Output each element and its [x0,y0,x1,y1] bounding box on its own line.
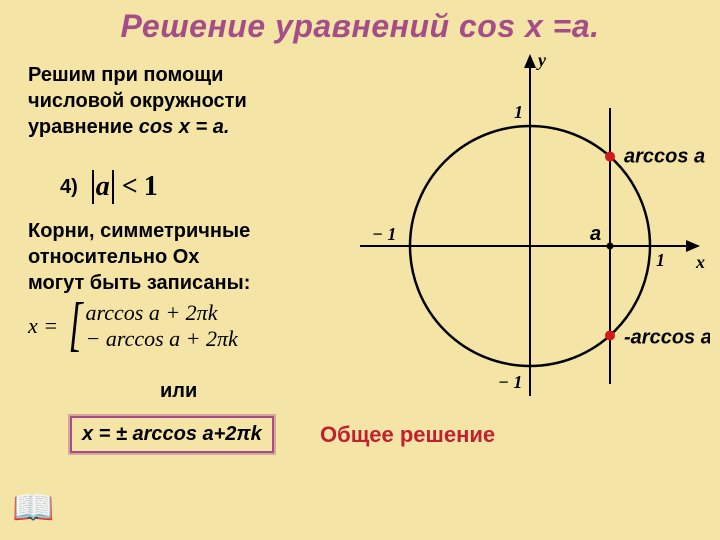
svg-text:x: x [695,252,705,272]
svg-text:1: 1 [514,102,523,122]
intro-line2: числовой окружности [28,90,247,112]
abs-bar-right [112,170,114,204]
svg-text:1: 1 [656,250,665,270]
unit-circle-diagram: x y 1 − 1 1 − 1 а arccos a -arccos a [350,46,710,406]
intro-line1: Решим при помощи [28,64,223,86]
svg-text:y: y [536,50,547,70]
abs-bar-left [92,170,94,204]
svg-text:− 1: − 1 [372,224,396,244]
svg-text:arccos a: arccos a [624,146,705,168]
bracket: [ [69,299,83,349]
intro-line3-em: соs x = a. [139,116,230,138]
roots-line3: могут быть записаны: [28,272,250,294]
slide: Решение уравнений соs x =a. Решим при по… [0,0,720,540]
case-4: 4) a < 1 [60,170,158,204]
intro-text: Решим при помощи числовой окружности ура… [28,62,247,140]
book-icon: 📖 [12,488,54,528]
roots-text: Корни, симметричные относительно Ох могу… [28,218,250,296]
intro-line3-pre: уравнение [28,116,139,138]
general-formula: х = ± arccos a+2πk [82,423,262,445]
svg-text:-arccos a: -arccos a [624,326,710,348]
cases-stack: arccos a + 2πk − arccos a + 2πk [85,300,237,353]
general-solution-label: Общее решение [320,422,495,448]
case-row-1: arccos a + 2πk [85,300,237,326]
abs-var: a [96,171,110,203]
slide-title: Решение уравнений соs x =a. [0,8,720,45]
case-row-2: − arccos a + 2πk [85,326,237,352]
solution-cases: x = [ arccos a + 2πk − arccos a + 2πk [28,300,238,353]
general-solution-box: х = ± arccos a+2πk [70,416,274,453]
rhs-1: 1 [144,171,158,203]
x-eq: x = [28,313,58,339]
svg-text:− 1: − 1 [498,372,522,392]
or-label: или [160,380,197,403]
abs-a-lt-1: a < 1 [90,170,158,204]
case4-label: 4) [60,176,78,199]
roots-line2: относительно Ох [28,246,199,268]
roots-line1: Корни, симметричные [28,220,250,242]
lt-sign: < [122,171,138,203]
svg-text:а: а [590,223,601,245]
